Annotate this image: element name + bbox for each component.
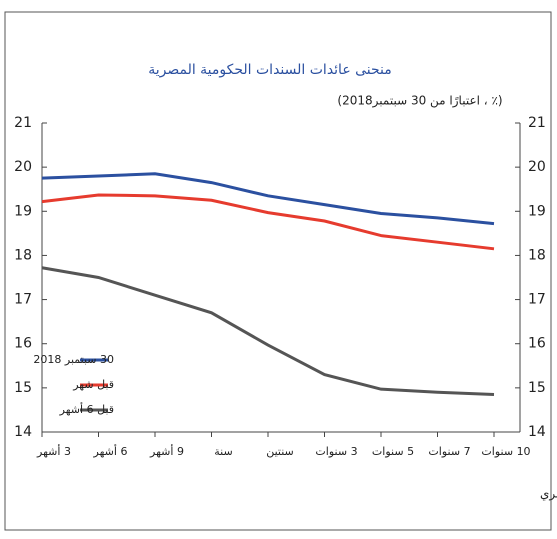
y-tick-label: 16 <box>14 336 32 352</box>
source: المصدر : البنك المركزي المصري <box>540 487 557 502</box>
x-tick-label: 3 أشهر <box>36 444 71 458</box>
x-tick-label: 5 سنوات <box>372 445 414 458</box>
legend-label: 30 سبتمبر 2018 <box>33 353 114 366</box>
y-tick-label: 17 <box>14 292 32 308</box>
y2-tick-label: 16 <box>528 336 546 352</box>
y-tick-label: 19 <box>14 203 32 219</box>
chart-subtitle: (٪ ، اعتبارًا من 30 سبتمبر2018) <box>337 94 502 109</box>
y-tick-label: 21 <box>14 115 32 131</box>
y2-tick-label: 18 <box>528 247 546 263</box>
legend-label: قبل 6 أشهر <box>59 402 114 416</box>
x-tick-label: 6 أشهر <box>93 444 128 458</box>
y2-tick-label: 19 <box>528 203 546 219</box>
y2-tick-label: 15 <box>528 380 546 396</box>
x-tick-label: سنتين <box>266 445 294 458</box>
y-tick-label: 20 <box>14 159 32 175</box>
y-tick-label: 18 <box>14 247 32 263</box>
line <box>41 266 495 396</box>
x-tick-label: 7 سنوات <box>428 445 470 458</box>
y2-tick-label: 20 <box>528 159 546 175</box>
line <box>41 172 495 226</box>
y-tick-label: 14 <box>14 424 32 440</box>
y2-tick-label: 17 <box>528 292 546 308</box>
x-tick-label: 9 أشهر <box>149 444 184 458</box>
legend-label: قبل شهر <box>72 378 114 391</box>
line <box>41 193 495 251</box>
y2-tick-label: 14 <box>528 424 546 440</box>
x-tick-label: 3 سنوات <box>315 445 357 458</box>
frame <box>4 11 552 531</box>
x-tick-label: سنة <box>214 445 232 458</box>
y-tick-label: 15 <box>14 380 32 396</box>
chart-title: منحنى عائدات السندات الحكومية المصرية <box>148 62 392 78</box>
x-tick-label: 10 سنوات <box>481 445 530 458</box>
y2-tick-label: 21 <box>528 115 546 131</box>
